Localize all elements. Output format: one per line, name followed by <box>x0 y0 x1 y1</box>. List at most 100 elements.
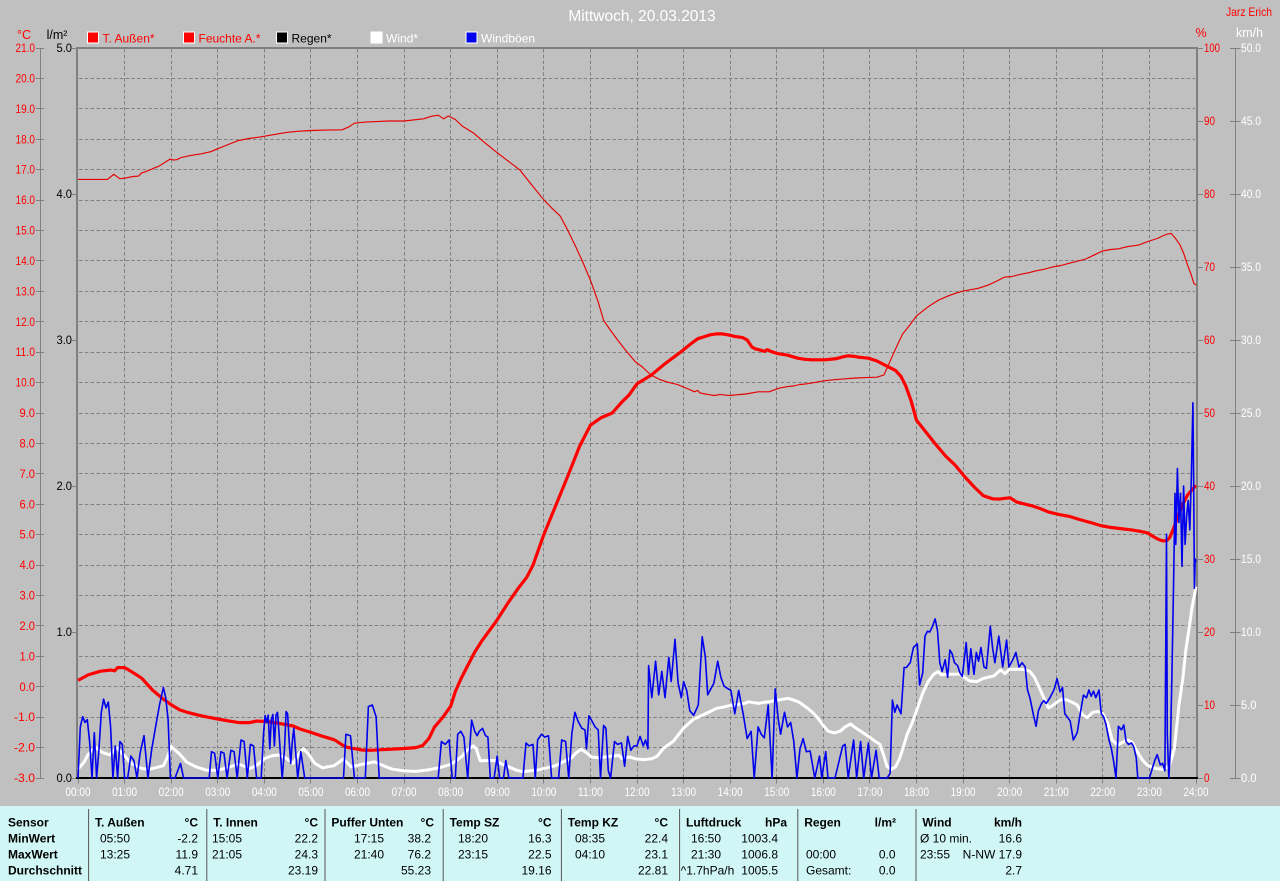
svg-text:1003.4: 1003.4 <box>741 832 778 846</box>
svg-text:°C: °C <box>538 816 552 830</box>
svg-text:21:40: 21:40 <box>354 848 384 862</box>
svg-text:0.0: 0.0 <box>20 680 36 694</box>
svg-text:Durchschnitt: Durchschnitt <box>8 864 82 878</box>
svg-text:1006.8: 1006.8 <box>741 848 778 862</box>
svg-text:2.0: 2.0 <box>57 479 73 493</box>
svg-text:60: 60 <box>1204 333 1215 347</box>
svg-text:1005.5: 1005.5 <box>741 864 778 878</box>
svg-text:76.2: 76.2 <box>408 848 432 862</box>
svg-text:-3.0: -3.0 <box>14 771 35 785</box>
svg-text:22:00: 22:00 <box>1090 785 1115 799</box>
svg-text:Temp SZ: Temp SZ <box>450 816 500 830</box>
svg-text:Puffer Unten: Puffer Unten <box>331 816 403 830</box>
svg-text:9.0: 9.0 <box>20 406 36 420</box>
svg-text:10.0: 10.0 <box>16 376 36 390</box>
svg-text:3.0: 3.0 <box>57 333 73 347</box>
svg-text:°C: °C <box>17 28 31 42</box>
svg-text:20.0: 20.0 <box>1241 479 1261 493</box>
svg-text:0.0: 0.0 <box>879 848 896 862</box>
svg-text:08:35: 08:35 <box>575 832 605 846</box>
svg-text:16:50: 16:50 <box>691 832 721 846</box>
svg-text:50.0: 50.0 <box>1241 41 1261 55</box>
svg-text:23.19: 23.19 <box>288 864 318 878</box>
svg-text:07:00: 07:00 <box>392 785 417 799</box>
svg-text:3.0: 3.0 <box>20 589 36 603</box>
svg-text:24:00: 24:00 <box>1184 785 1209 799</box>
svg-text:°C: °C <box>655 816 669 830</box>
svg-text:45.0: 45.0 <box>1241 114 1261 128</box>
svg-text:N-NW 17.9: N-NW 17.9 <box>963 848 1023 862</box>
svg-text:10: 10 <box>1204 698 1215 712</box>
svg-text:22.2: 22.2 <box>295 832 319 846</box>
svg-text:15.0: 15.0 <box>16 224 36 238</box>
svg-text:20.0: 20.0 <box>16 71 36 85</box>
svg-text:35.0: 35.0 <box>1241 260 1261 274</box>
svg-text:03:00: 03:00 <box>205 785 230 799</box>
svg-text:Mittwoch, 20.03.2013: Mittwoch, 20.03.2013 <box>568 8 715 25</box>
svg-text:21:00: 21:00 <box>1044 785 1069 799</box>
svg-text:%: % <box>1195 26 1206 40</box>
svg-text:km/h: km/h <box>994 816 1022 830</box>
svg-text:l/m²: l/m² <box>47 28 68 42</box>
svg-text:°C: °C <box>421 816 435 830</box>
svg-text:70: 70 <box>1204 260 1215 274</box>
svg-text:7.0: 7.0 <box>20 467 36 481</box>
svg-text:Wind: Wind <box>922 816 951 830</box>
svg-text:100: 100 <box>1204 41 1220 55</box>
svg-text:19.16: 19.16 <box>521 864 551 878</box>
svg-text:00:00: 00:00 <box>806 848 836 862</box>
svg-text:22.5: 22.5 <box>528 848 552 862</box>
svg-text:Luftdruck: Luftdruck <box>686 816 742 830</box>
svg-text:12:00: 12:00 <box>625 785 650 799</box>
svg-text:00:00: 00:00 <box>66 785 91 799</box>
svg-text:4.0: 4.0 <box>57 187 73 201</box>
svg-text:05:50: 05:50 <box>100 832 130 846</box>
svg-text:40: 40 <box>1204 479 1215 493</box>
svg-text:5.0: 5.0 <box>1241 698 1257 712</box>
svg-text:09:00: 09:00 <box>485 785 510 799</box>
svg-text:13:25: 13:25 <box>100 848 130 862</box>
svg-text:10.0: 10.0 <box>1241 625 1261 639</box>
svg-text:0.0: 0.0 <box>57 771 73 785</box>
svg-text:05:00: 05:00 <box>298 785 323 799</box>
svg-text:16:00: 16:00 <box>811 785 836 799</box>
svg-text:14:00: 14:00 <box>718 785 743 799</box>
svg-text:14.0: 14.0 <box>16 254 36 268</box>
svg-text:5.0: 5.0 <box>20 528 36 542</box>
svg-text:6.0: 6.0 <box>20 497 36 511</box>
svg-text:hPa: hPa <box>765 816 787 830</box>
svg-text:04:10: 04:10 <box>575 848 605 862</box>
svg-text:23:00: 23:00 <box>1137 785 1162 799</box>
svg-text:Windböen: Windböen <box>481 32 535 46</box>
svg-text:01:00: 01:00 <box>112 785 137 799</box>
svg-text:19:00: 19:00 <box>951 785 976 799</box>
svg-text:22.4: 22.4 <box>645 832 669 846</box>
svg-text:0: 0 <box>1204 771 1210 785</box>
svg-text:11:00: 11:00 <box>578 785 603 799</box>
svg-text:30.0: 30.0 <box>1241 333 1261 347</box>
svg-text:17:15: 17:15 <box>354 832 384 846</box>
svg-text:13.0: 13.0 <box>16 284 36 298</box>
svg-text:8.0: 8.0 <box>20 436 36 450</box>
svg-text:^1.7hPa/h: ^1.7hPa/h <box>681 864 735 878</box>
svg-text:11.9: 11.9 <box>176 848 199 862</box>
svg-text:90: 90 <box>1204 114 1215 128</box>
svg-text:23:15: 23:15 <box>458 848 488 862</box>
svg-text:Jarz Erich: Jarz Erich <box>1226 5 1272 19</box>
svg-text:11.0: 11.0 <box>16 345 36 359</box>
svg-text:18.0: 18.0 <box>16 132 36 146</box>
svg-text:21:30: 21:30 <box>691 848 721 862</box>
svg-text:15:05: 15:05 <box>212 832 242 846</box>
svg-text:Sensor: Sensor <box>8 816 49 830</box>
svg-text:Feuchte A.*: Feuchte A.* <box>199 32 261 46</box>
svg-text:1.0: 1.0 <box>57 625 73 639</box>
svg-text:18:00: 18:00 <box>904 785 929 799</box>
svg-text:-2.0: -2.0 <box>14 741 35 755</box>
svg-text:20:00: 20:00 <box>997 785 1022 799</box>
svg-text:Temp KZ: Temp KZ <box>568 816 618 830</box>
svg-text:4.0: 4.0 <box>20 558 36 572</box>
svg-text:02:00: 02:00 <box>159 785 184 799</box>
svg-text:04:00: 04:00 <box>252 785 277 799</box>
svg-text:21:05: 21:05 <box>212 848 242 862</box>
svg-text:1.0: 1.0 <box>20 649 36 663</box>
